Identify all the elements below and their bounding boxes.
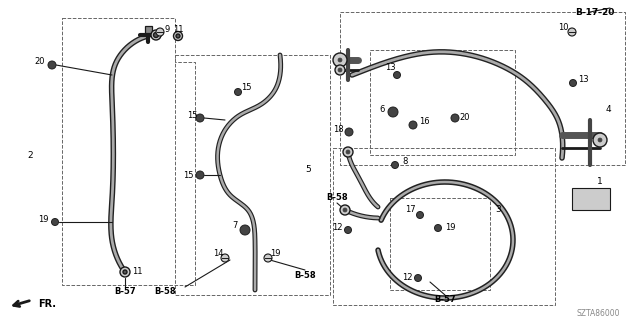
Text: 7: 7 [232,220,237,229]
Text: 16: 16 [419,117,429,126]
Text: SZTA86000: SZTA86000 [577,308,620,317]
Text: 11: 11 [173,26,183,35]
Text: 20: 20 [460,114,470,123]
Circle shape [338,58,342,62]
Text: 17: 17 [404,205,415,214]
Text: 15: 15 [183,171,193,180]
Text: 19: 19 [445,223,455,233]
Circle shape [48,61,56,69]
Text: 9: 9 [164,26,170,35]
Text: B-58: B-58 [154,287,176,297]
Circle shape [388,107,398,117]
Circle shape [394,71,401,78]
Circle shape [335,65,345,75]
Circle shape [154,33,159,37]
Text: 5: 5 [305,165,311,174]
Circle shape [346,150,350,154]
Text: B-17-20: B-17-20 [575,8,615,17]
Text: 19: 19 [38,215,48,225]
Text: 10: 10 [557,22,568,31]
Text: 11: 11 [132,268,142,276]
Circle shape [568,28,576,36]
Circle shape [343,208,347,212]
Circle shape [392,162,399,169]
Text: 15: 15 [241,83,252,92]
Circle shape [173,31,182,41]
Circle shape [338,68,342,72]
Text: B-57: B-57 [114,287,136,297]
Circle shape [196,114,204,122]
Text: 12: 12 [332,223,342,233]
Circle shape [344,227,351,234]
Bar [572,188,610,210]
Circle shape [417,212,424,219]
Bar [145,26,152,33]
Circle shape [176,34,180,38]
Text: B-58: B-58 [294,270,316,279]
Circle shape [409,121,417,129]
Circle shape [435,225,442,231]
Text: B-57: B-57 [434,295,456,305]
Circle shape [415,275,422,282]
Text: 3: 3 [495,205,501,214]
Circle shape [593,133,607,147]
Circle shape [570,79,577,86]
Text: 1: 1 [597,178,603,187]
Text: 19: 19 [269,249,280,258]
Circle shape [234,89,241,95]
Circle shape [221,254,229,262]
Text: 18: 18 [333,125,343,134]
Circle shape [598,138,602,142]
Circle shape [345,128,353,136]
Text: 14: 14 [212,249,223,258]
Text: 8: 8 [403,157,408,166]
Circle shape [156,28,164,36]
Circle shape [51,219,58,226]
Text: 2: 2 [27,150,33,159]
Text: 4: 4 [605,106,611,115]
Text: B-58: B-58 [326,194,348,203]
Text: 13: 13 [578,76,588,84]
Text: 13: 13 [385,63,396,73]
Circle shape [264,254,272,262]
Circle shape [343,147,353,157]
Text: 20: 20 [35,58,45,67]
Text: 15: 15 [187,110,197,119]
Text: FR.: FR. [38,299,56,309]
Text: 6: 6 [380,106,385,115]
Circle shape [120,267,130,277]
Circle shape [340,205,350,215]
Circle shape [196,171,204,179]
Circle shape [151,30,161,40]
Circle shape [123,270,127,274]
Circle shape [451,114,459,122]
Circle shape [333,53,347,67]
Text: 12: 12 [402,274,412,283]
Circle shape [240,225,250,235]
